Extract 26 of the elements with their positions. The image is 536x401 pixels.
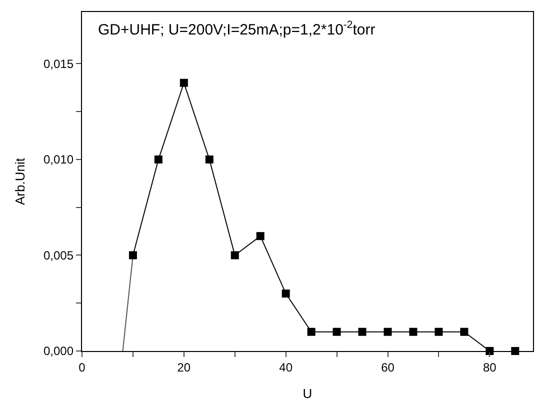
x-tick-label: 60 [381, 360, 395, 374]
x-tick-label: 80 [483, 360, 497, 374]
point [332, 328, 341, 336]
y-axis-title: Arb.Unit [12, 158, 28, 205]
point [434, 328, 443, 336]
point [180, 78, 188, 87]
x-tick-label: 20 [177, 360, 191, 374]
x-tick-label: 40 [279, 360, 293, 374]
point [256, 232, 264, 240]
text: GD+UHF; U=200V;I=25mA;p=1,2*10$^{-2}$torr [98, 19, 376, 38]
y-tick-label: 0,005 [43, 248, 74, 262]
point [230, 251, 239, 260]
point [128, 251, 137, 260]
point [307, 328, 316, 336]
point [205, 155, 214, 164]
point [460, 328, 468, 336]
y-tick-label: 0,015 [43, 56, 74, 71]
x-axis-title: U [302, 386, 312, 401]
point [384, 328, 392, 336]
point [282, 290, 290, 298]
x-tick-label: 0 [78, 360, 86, 374]
point [154, 155, 162, 164]
point [358, 328, 366, 336]
y-tick-label: 0,000 [43, 344, 74, 358]
y-tick-label: 0,010 [43, 152, 74, 167]
point [409, 328, 418, 336]
